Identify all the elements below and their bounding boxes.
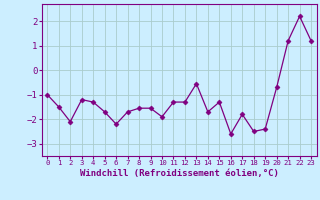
X-axis label: Windchill (Refroidissement éolien,°C): Windchill (Refroidissement éolien,°C) <box>80 169 279 178</box>
